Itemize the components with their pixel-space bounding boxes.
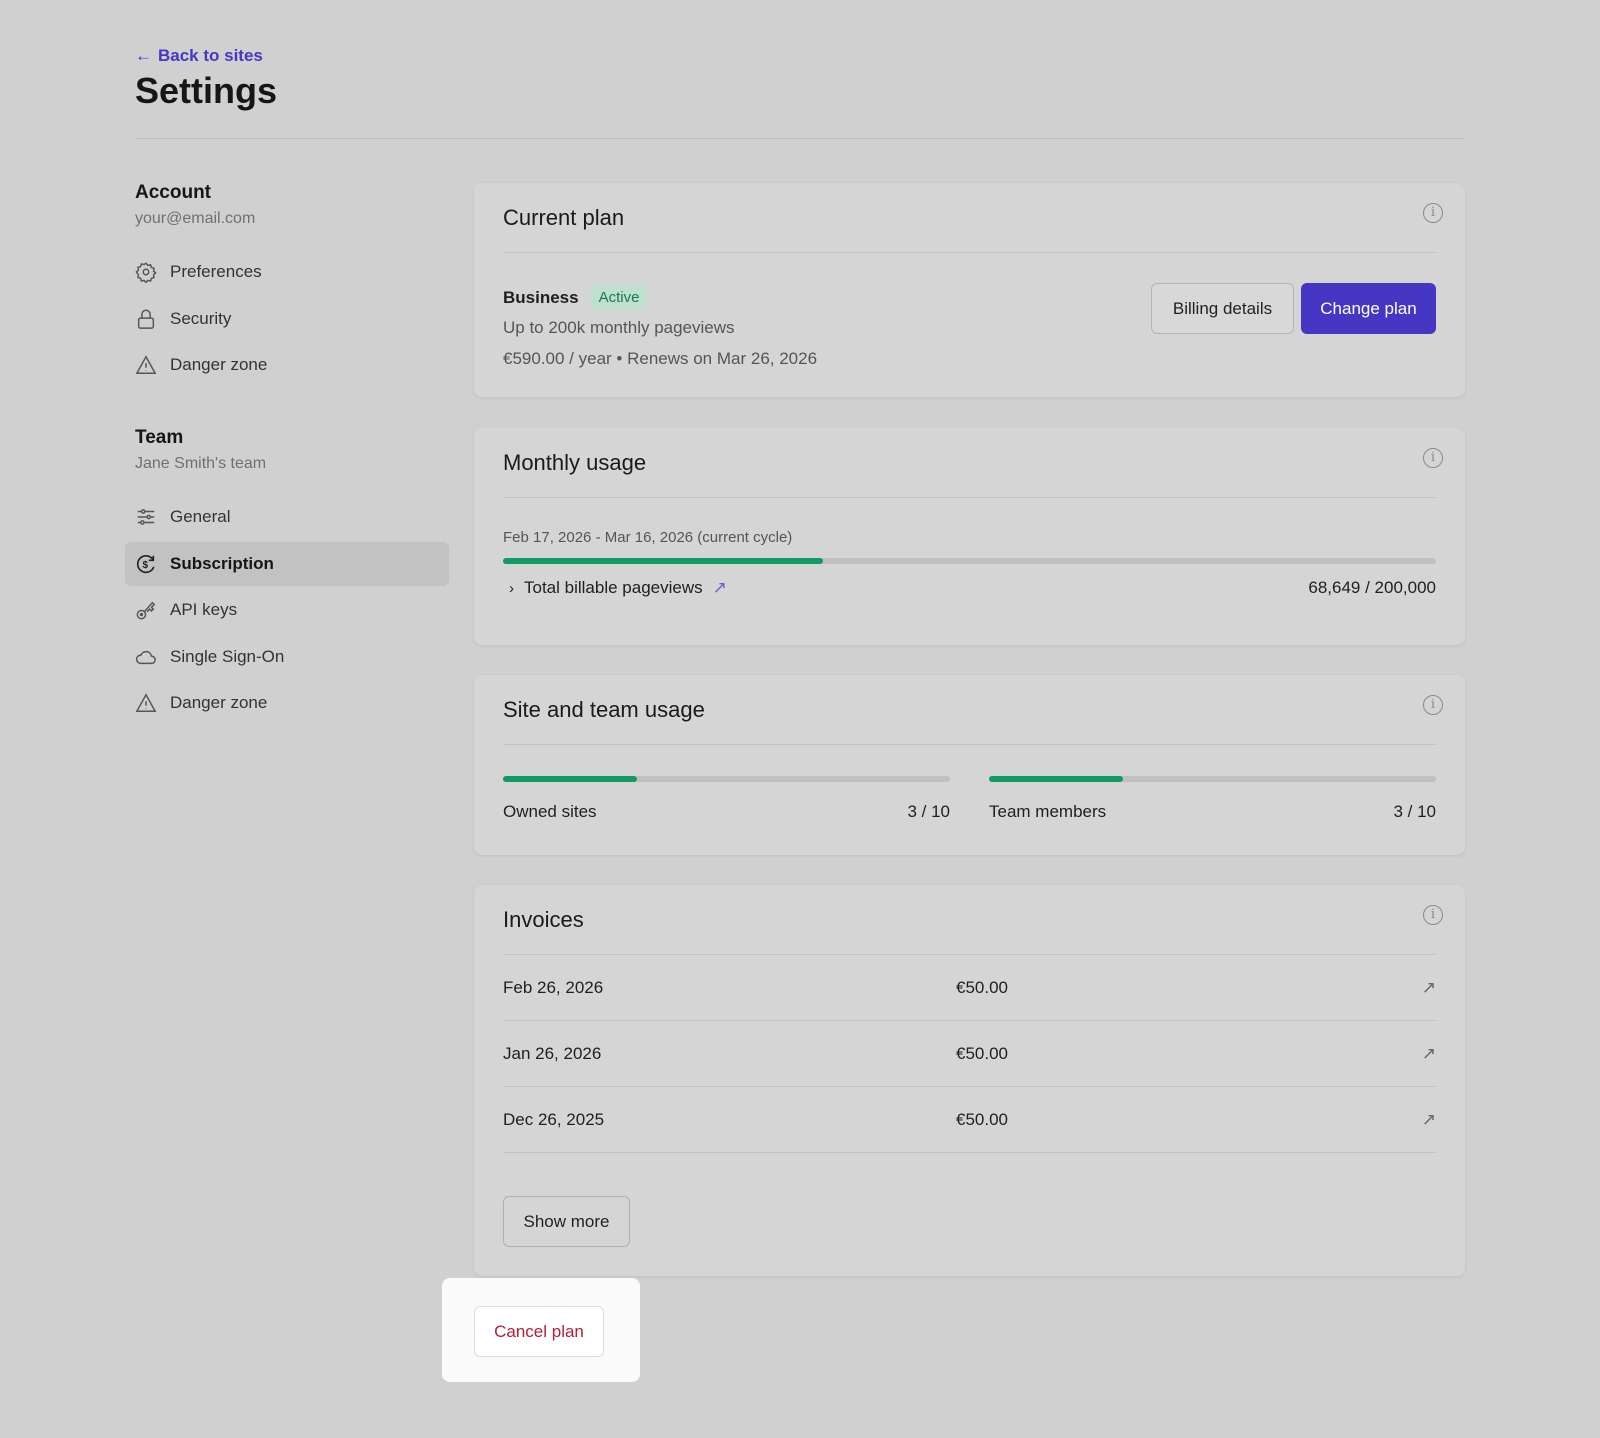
arrow-left-icon: ← [135,46,152,65]
cancel-plan-button[interactable]: Cancel plan [474,1306,604,1357]
external-link-icon[interactable]: ↗ [1421,977,1436,997]
invoice-row: Jan 26, 2026 €50.00 ↗ [503,1021,1436,1087]
invoice-amount: €50.00 [956,1043,1008,1063]
external-link-icon[interactable]: ↗ [1421,1109,1436,1129]
info-icon[interactable]: i [1423,203,1443,223]
monthly-usage-card: Monthly usage i Feb 17, 2026 - Mar 16, 2… [474,428,1465,645]
invoice-row: Dec 26, 2025 €50.00 ↗ [503,1087,1436,1153]
external-link-icon[interactable]: ↗ [712,578,727,597]
sidebar-item-general[interactable]: General [135,495,449,539]
cloud-icon [135,650,156,664]
invoice-amount: €50.00 [956,1109,1008,1129]
billing-cycle: Feb 17, 2026 - Mar 16, 2026 (current cyc… [503,529,793,546]
sidebar-item-account-danger-zone[interactable]: Danger zone [135,343,449,387]
site-team-usage-title: Site and team usage [503,675,1436,745]
team-heading: Team [135,427,184,448]
chevron-right-icon: › [509,579,514,597]
team-members-value: 3 / 10 [1393,802,1436,821]
site-team-usage-card: Site and team usage i Owned sites 3 / 10 … [474,675,1465,855]
back-to-sites-link[interactable]: ← Back to sites [135,46,263,65]
account-heading: Account [135,182,211,203]
show-more-button[interactable]: Show more [503,1196,630,1247]
sidebar: Account your@email.com Preferences Secur… [125,182,449,765]
svg-text:$: $ [143,560,149,571]
change-plan-button[interactable]: Change plan [1301,283,1436,334]
invoice-amount: €50.00 [956,977,1008,997]
status-badge: Active [590,285,648,310]
page-title: Settings [135,70,278,111]
external-link-icon[interactable]: ↗ [1421,1043,1436,1063]
plan-price: €590.00 / year • Renews on Mar 26, 2026 [503,349,818,368]
warning-icon [135,693,157,712]
invoice-row: Feb 26, 2026 €50.00 ↗ [503,955,1436,1021]
current-plan-card: Current plan i Business Active Up to 200… [474,183,1465,397]
pageviews-progress-bar [503,558,1436,564]
info-icon[interactable]: i [1423,905,1443,925]
invoices-card: Invoices i Feb 26, 2026 €50.00 ↗ Jan 26, 2… [474,885,1465,1276]
current-plan-title: Current plan [503,183,1436,253]
billing-details-button[interactable]: Billing details [1151,283,1294,334]
team-members-progress-bar [989,776,1436,782]
plan-name: Business [503,287,579,307]
owned-sites-value: 3 / 10 [907,802,950,821]
invoice-date: Dec 26, 2025 [503,1109,605,1129]
owned-sites-usage: Owned sites 3 / 10 [503,776,950,822]
team-name: Jane Smith's team [135,455,267,472]
monthly-usage-title: Monthly usage [503,428,1436,498]
sidebar-item-security[interactable]: Security [135,297,449,341]
invoice-date: Feb 26, 2026 [503,977,604,997]
warning-icon [135,355,157,374]
invoices-title: Invoices [503,885,1436,955]
sidebar-item-subscription[interactable]: $ Subscription [125,541,449,586]
sidebar-item-team-danger-zone[interactable]: Danger zone [135,681,449,725]
pageviews-progress-fill [503,558,824,564]
pageviews-value: 68,649 / 200,000 [1308,578,1436,597]
key-icon [136,601,156,620]
total-billable-pageviews-toggle[interactable]: › Total billable pageviews ↗ [503,578,727,598]
sliders-icon [137,509,155,525]
team-members-usage: Team members 3 / 10 [989,776,1436,822]
dollar-cycle-icon: $ [136,554,155,573]
owned-sites-progress-fill [503,776,638,782]
sidebar-item-api-keys[interactable]: API keys [135,588,449,632]
lock-icon [137,309,155,329]
cancel-plan-highlight: Cancel plan [442,1278,640,1382]
gear-icon [135,262,157,283]
info-icon[interactable]: i [1423,695,1443,715]
info-icon[interactable]: i [1423,448,1443,468]
owned-sites-label: Owned sites [503,802,597,821]
team-members-label: Team members [989,802,1107,821]
invoice-date: Jan 26, 2026 [503,1043,602,1063]
sidebar-item-preferences[interactable]: Preferences [135,250,449,294]
account-email: your@email.com [135,210,256,227]
owned-sites-progress-bar [503,776,950,782]
plan-description: Up to 200k monthly pageviews [503,318,735,337]
sidebar-item-single-sign-on[interactable]: Single Sign-On [135,635,449,679]
team-members-progress-fill [989,776,1124,782]
divider [135,138,1465,139]
